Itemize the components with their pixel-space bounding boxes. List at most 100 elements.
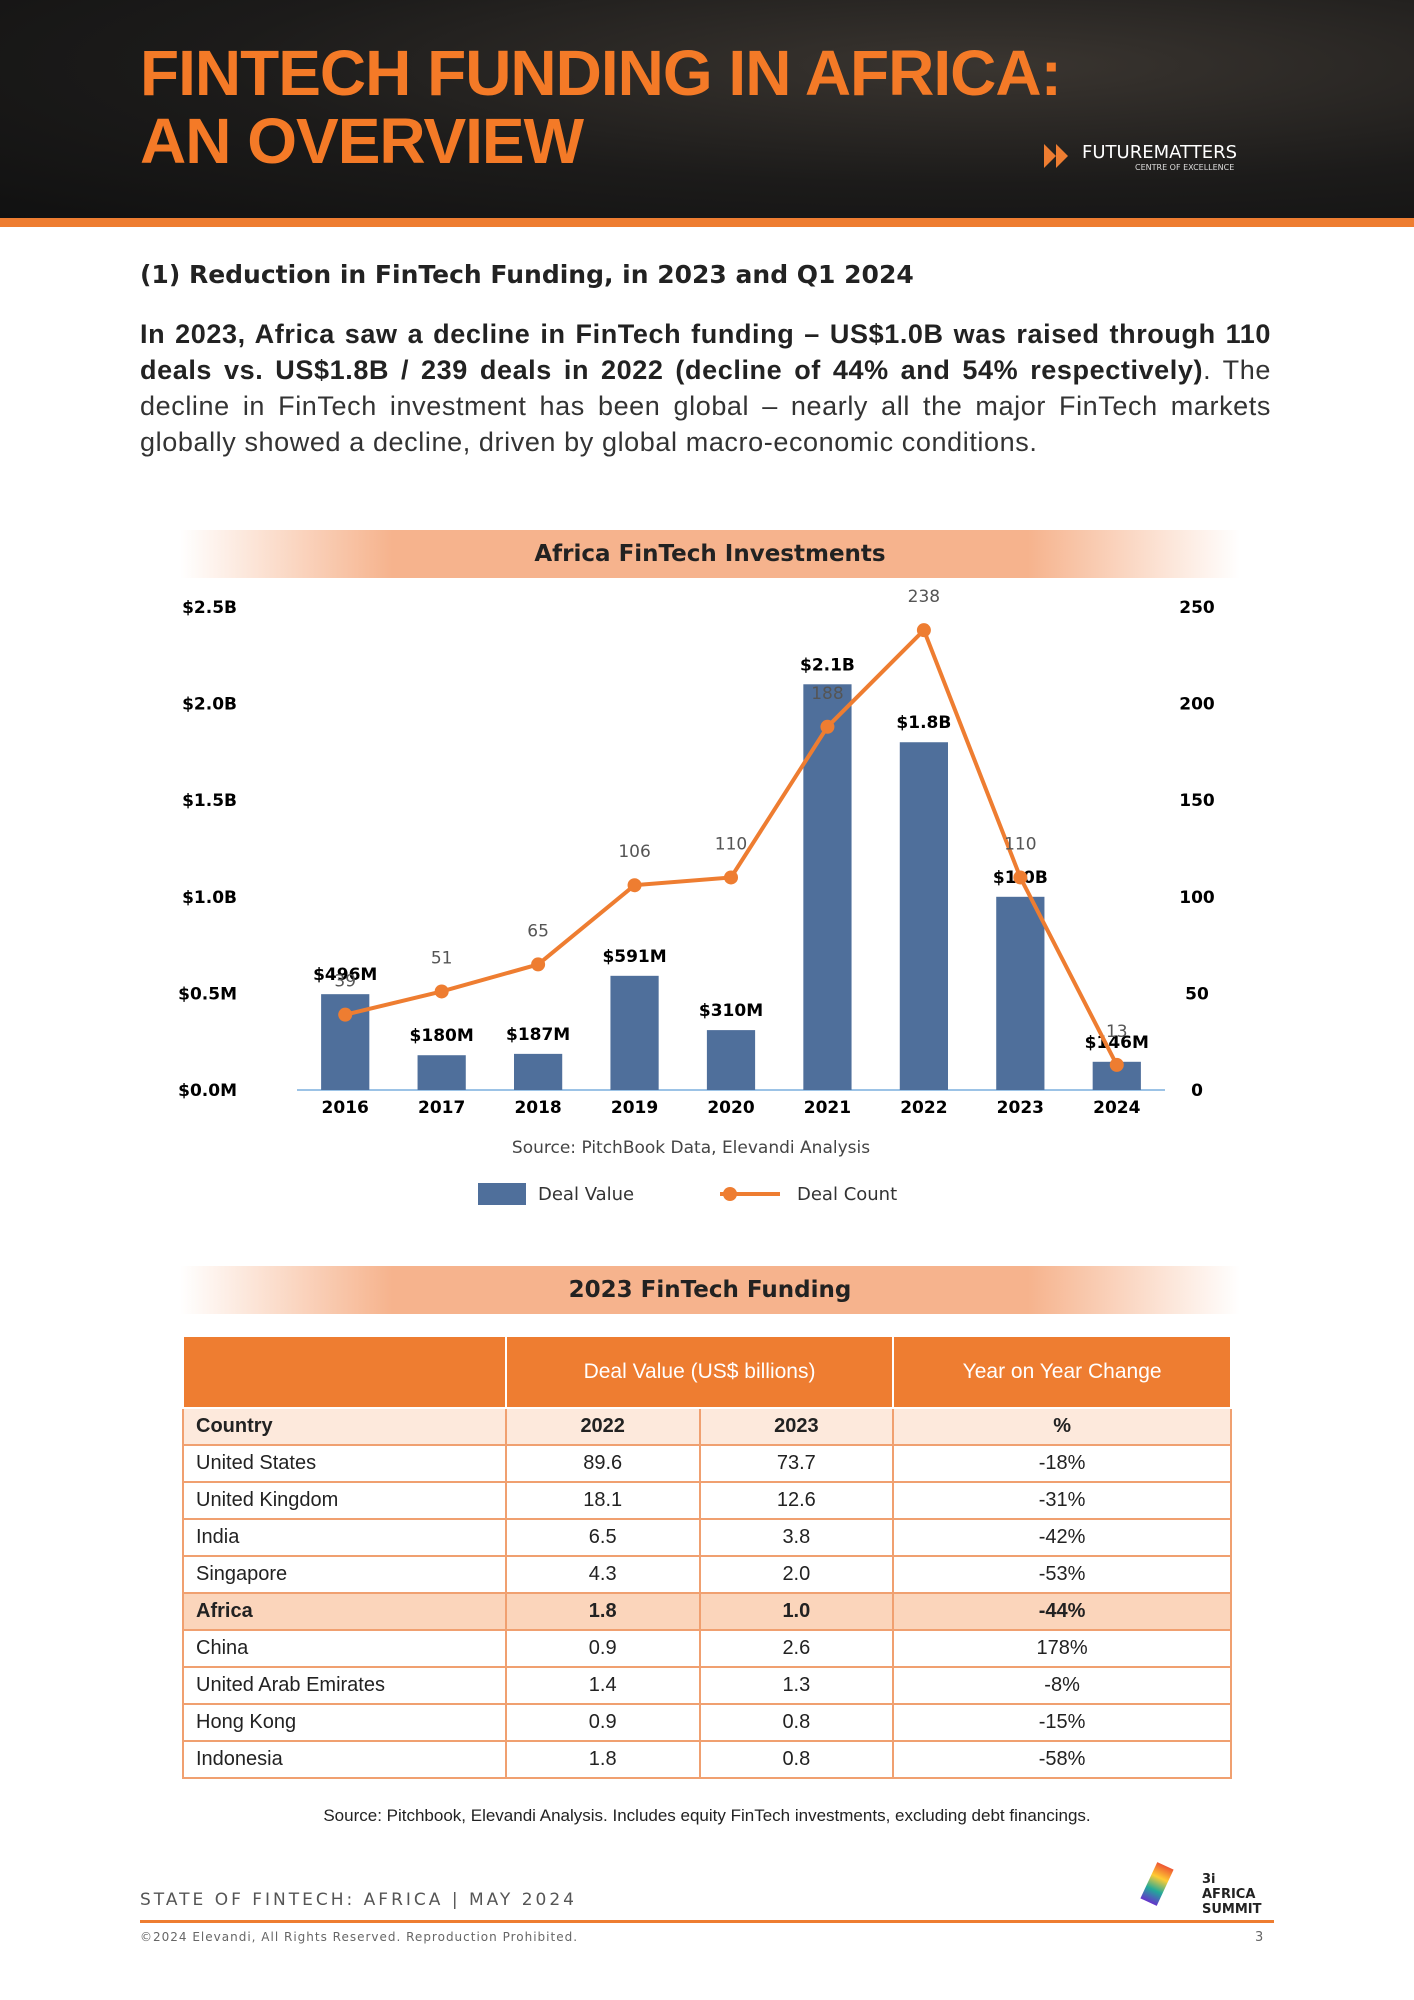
x-tick-label: 2021 [804, 1098, 851, 1118]
table-row: India 6.5 3.8 -42% [182, 1518, 1232, 1557]
table-cell: 4.3 [504, 1555, 701, 1594]
bar-label: $496M [313, 965, 377, 985]
x-tick-label: 2018 [514, 1098, 561, 1118]
bar-label: $1.8B [896, 713, 951, 733]
point-label: 106 [618, 842, 650, 862]
y-tick-label: $0.0M [178, 1081, 237, 1101]
table-row: United States 89.6 73.7 -18% [182, 1444, 1232, 1483]
bar [514, 1053, 563, 1090]
paragraph-bold: In 2023, Africa saw a decline in FinTech… [140, 319, 1271, 385]
y-tick-label: $1.0B [182, 888, 237, 908]
point [1013, 870, 1028, 885]
point-label: 65 [527, 921, 549, 941]
table-cell: 12.6 [698, 1481, 895, 1520]
table-row: Country 2022 2023% [182, 1407, 1232, 1446]
point-label: 188 [811, 684, 843, 704]
x-tick-label: 2017 [418, 1098, 465, 1118]
table: Deal Value (US$ billions) Year on Year Ch… [182, 1335, 1232, 1779]
table-cell: -18% [892, 1444, 1232, 1483]
point-label: 110 [715, 834, 747, 854]
table-cell [182, 1335, 507, 1409]
legend-swatch [723, 1187, 737, 1201]
header-band [0, 0, 1414, 218]
y-tick-label: $2.5B [182, 598, 237, 618]
x-tick-label: 2024 [1093, 1098, 1140, 1118]
table-cell: 1.0 [698, 1592, 895, 1631]
summit-logo: 3i AFRICA SUMMIT [1202, 1872, 1262, 1917]
bar [996, 896, 1045, 1090]
table-row: Deal Value (US$ billions) Year on Year Ch… [182, 1335, 1232, 1409]
table-cell: 73.7 [698, 1444, 895, 1483]
table-cell: Hong Kong [182, 1703, 507, 1742]
table-cell: 89.6 [504, 1444, 701, 1483]
table-source: Source: Pitchbook, Elevandi Analysis. In… [323, 1806, 1091, 1825]
table-cell: -42% [892, 1518, 1232, 1557]
point-label: 238 [908, 587, 940, 607]
table-cell: -15% [892, 1703, 1232, 1742]
table-cell: 18.1 [504, 1481, 701, 1520]
logo-name: FUTUREMATTERS [1082, 142, 1237, 163]
paragraph: In 2023, Africa saw a decline in FinTech… [140, 316, 1271, 460]
point [1109, 1057, 1124, 1072]
table-row: China 0.9 2.6 178% [182, 1629, 1232, 1668]
point-label: 39 [334, 972, 356, 992]
bar-label: $180M [410, 1026, 474, 1046]
summit-logo-mark [1140, 1862, 1174, 1906]
legend-swatch [478, 1183, 526, 1205]
legend-label: Deal Count [797, 1184, 897, 1205]
table-cell: United Arab Emirates [182, 1666, 507, 1705]
bar-label: $310M [699, 1001, 763, 1021]
table-cell: India [182, 1518, 507, 1557]
table-cell: -58% [892, 1740, 1232, 1779]
table-cell: 6.5 [504, 1518, 701, 1557]
bar [610, 975, 659, 1090]
table-title: 2023 FinTech Funding [180, 1266, 1240, 1314]
table-row: Hong Kong 0.9 0.8 -15% [182, 1703, 1232, 1742]
point [338, 1007, 353, 1022]
bar-label: $187M [506, 1025, 570, 1045]
table-cell: 2022 [504, 1407, 701, 1446]
point-label: 51 [431, 948, 453, 968]
x-tick-label: 2020 [707, 1098, 754, 1118]
x-tick-label: 2023 [997, 1098, 1044, 1118]
footer-rule [140, 1920, 1274, 1923]
bar [706, 1030, 756, 1090]
table-cell: 178% [892, 1629, 1232, 1668]
table-cell: 1.4 [504, 1666, 701, 1705]
point-label: 110 [1004, 834, 1036, 854]
chart-source: Source: PitchBook Data, Elevandi Analysi… [512, 1138, 870, 1158]
table-row: Indonesia 1.8 0.8 -58% [182, 1740, 1232, 1779]
table-cell: Africa [182, 1592, 507, 1631]
y2-tick-label: 100 [1179, 888, 1215, 908]
point [531, 957, 546, 972]
y-tick-label: $1.5B [182, 791, 237, 811]
table-row: United Arab Emirates 1.4 1.3 -8% [182, 1666, 1232, 1705]
point [724, 870, 738, 885]
bar [803, 684, 852, 1090]
page-title: AN OVERVIEW [140, 105, 584, 177]
x-tick-label: 2022 [900, 1098, 947, 1118]
section-heading: (1) Reduction in FinTech Funding, in 202… [140, 260, 914, 289]
table-cell: United Kingdom [182, 1481, 507, 1520]
logo: FUTUREMATTERS CENTRE OF EXCELLENCE [1044, 142, 1237, 172]
table-cell: -53% [892, 1555, 1232, 1594]
y2-tick-label: 150 [1179, 791, 1215, 811]
table-cell: United States [182, 1444, 507, 1483]
table-cell: 1.3 [698, 1666, 895, 1705]
table-cell: Country [182, 1407, 507, 1446]
point [434, 984, 449, 999]
point-label: 13 [1106, 1022, 1128, 1042]
y-tick-label: $2.0B [182, 695, 237, 715]
bar-label: $2.1B [800, 655, 855, 675]
table-cell: 2.0 [698, 1555, 895, 1594]
bar [417, 1055, 466, 1090]
bar-label: $591M [602, 947, 666, 967]
table-row: Africa 1.8 1.0 -44% [182, 1592, 1232, 1631]
x-tick-label: 2016 [322, 1098, 369, 1118]
table-cell: Year on Year Change [892, 1335, 1232, 1409]
y2-tick-label: 0 [1191, 1081, 1203, 1101]
point [916, 623, 931, 638]
paragraph-text: . The decline in FinTech investment has … [140, 355, 1271, 457]
y2-tick-label: 200 [1179, 695, 1215, 715]
